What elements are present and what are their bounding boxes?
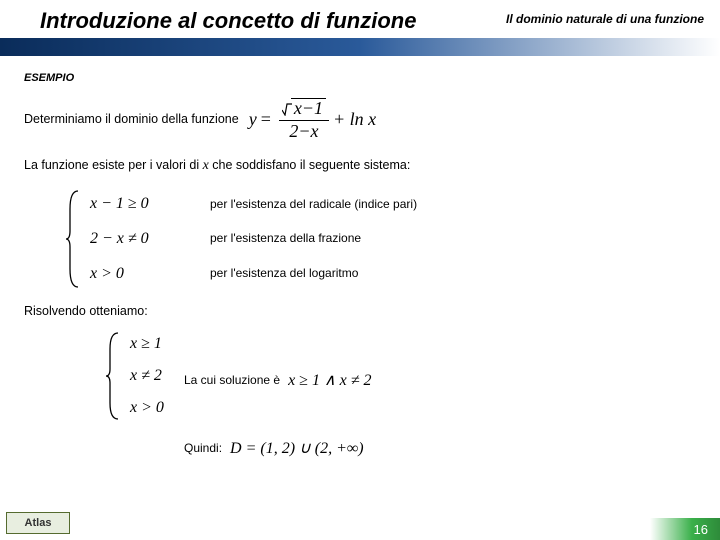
cond-1: x − 1 ≥ 0 [90, 186, 210, 221]
equals-sign: = [261, 109, 271, 130]
var-y: y [249, 109, 257, 130]
radicand: x−1 [291, 98, 326, 117]
solution-text: La cui soluzione è [184, 373, 280, 387]
page-title: Introduzione al concetto di funzione [40, 8, 416, 34]
fraction: x−1 2−x [279, 98, 329, 140]
desc-2: per l'esistenza della frazione [210, 221, 417, 256]
cond-2: 2 − x ≠ 0 [90, 221, 210, 256]
header-accent-bar [0, 38, 720, 56]
slide-footer: Atlas 16 [0, 512, 720, 540]
sqrt-icon: x−1 [282, 98, 326, 117]
logo-atlas: Atlas [6, 512, 70, 534]
exists-a: La funzione esiste per i valori di [24, 158, 203, 172]
solving-label: Risolvendo otteniamo: [24, 304, 704, 318]
example-label: ESEMPIO [24, 72, 704, 84]
desc-1: per l'esistenza del radicale (indice par… [210, 187, 417, 222]
cond2-3: x > 0 [130, 392, 250, 424]
condition-column: x − 1 ≥ 0 2 − x ≠ 0 x > 0 [90, 186, 210, 292]
intro-line: Determiniamo il dominio della funzione y… [24, 98, 704, 140]
description-column: per l'esistenza del radicale (indice par… [210, 187, 417, 291]
page-subtitle: Il dominio naturale di una funzione [506, 12, 704, 26]
desc-3: per l'esistenza del logaritmo [210, 256, 417, 291]
fraction-num: x−1 [279, 98, 329, 121]
fraction-den: 2−x [289, 121, 318, 140]
solution-math: x ≥ 1 ∧ x ≠ 2 [288, 370, 371, 390]
system-block-1: x − 1 ≥ 0 2 − x ≠ 0 x > 0 per l'esistenz… [24, 186, 704, 292]
therefore-line: Quindi: D = (1, 2) ∪ (2, +∞) [184, 438, 704, 458]
slide-header: Introduzione al concetto di funzione Il … [0, 0, 720, 60]
brace-icon [104, 331, 122, 421]
exists-b: che soddisfano il seguente sistema: [209, 158, 411, 172]
page-number: 16 [650, 518, 720, 540]
brace-icon [64, 189, 82, 289]
therefore-math: D = (1, 2) ∪ (2, +∞) [230, 438, 364, 458]
solution-line: La cui soluzione è x ≥ 1 ∧ x ≠ 2 [184, 370, 704, 390]
plus-ln: + ln x [333, 109, 376, 130]
cond-3: x > 0 [90, 256, 210, 291]
intro-text: Determiniamo il dominio della funzione [24, 112, 239, 126]
exists-line: La funzione esiste per i valori di x che… [24, 158, 704, 174]
slide-content: ESEMPIO Determiniamo il dominio della fu… [24, 72, 704, 458]
function-formula: y = x−1 2−x + ln x [249, 98, 376, 140]
therefore-text: Quindi: [184, 441, 222, 455]
nav-controls [354, 518, 366, 536]
cond2-1: x ≥ 1 [130, 328, 250, 360]
